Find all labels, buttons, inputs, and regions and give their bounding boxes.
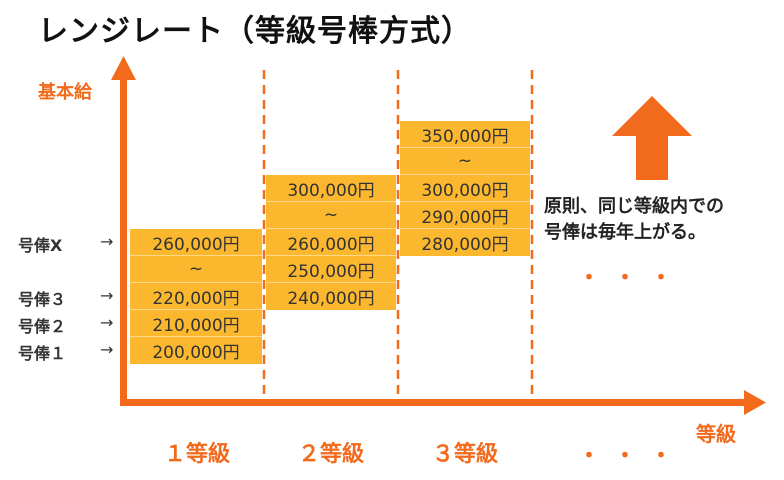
step-label-1: 号俸１ → (18, 340, 113, 364)
range-tilde: ~ (266, 202, 396, 229)
x-axis-label: 等級 (696, 422, 736, 446)
continuation-dots: ・・・ (578, 444, 687, 469)
grade-label-1: １等級 (163, 442, 230, 467)
salary-cell: 220,000円 (130, 283, 262, 310)
salary-cell: 260,000円 (130, 229, 262, 256)
grade-1-column: 260,000円 ~ 220,000円 210,000円 200,000円 (130, 229, 262, 364)
x-axis-arrowhead (744, 390, 766, 415)
step-label-text: 号俸１ (18, 344, 67, 363)
grade-2-column: 300,000円 ~ 260,000円 250,000円 240,000円 (266, 175, 396, 310)
right-arrow-icon: → (100, 286, 114, 305)
step-label-x: 号俸X → (18, 232, 113, 256)
salary-cell: 260,000円 (266, 229, 396, 256)
grade-label-2: ２等級 (297, 442, 364, 467)
up-arrow-icon (612, 96, 692, 180)
range-tilde: ~ (130, 256, 262, 283)
salary-cell: 290,000円 (400, 202, 530, 229)
salary-cell: 200,000円 (130, 337, 262, 364)
note-line: 号俸は毎年上がる。 (544, 222, 706, 243)
continuation-dots: ・・・ (578, 266, 687, 291)
salary-cell: 300,000円 (400, 175, 530, 202)
salary-cell: 240,000円 (266, 283, 396, 310)
step-label-text: 号俸３ (18, 290, 67, 309)
right-arrow-icon: → (100, 313, 114, 332)
salary-cell: 280,000円 (400, 229, 530, 256)
y-axis-line (120, 74, 127, 406)
grade-3-column: 350,000円 ~ 300,000円 290,000円 280,000円 (400, 121, 530, 256)
right-arrow-icon: → (100, 340, 114, 359)
salary-cell: 350,000円 (400, 121, 530, 148)
grade-label-3: ３等級 (431, 442, 498, 467)
range-tilde: ~ (400, 148, 530, 175)
x-axis-line (120, 399, 750, 406)
step-label-3: 号俸３ → (18, 286, 113, 310)
step-label-2: 号俸２ → (18, 313, 113, 337)
step-label-text: 号俸X (18, 236, 63, 255)
note-line: 原則、同じ等級内での (544, 196, 724, 217)
right-arrow-icon: → (100, 232, 114, 251)
step-label-text: 号俸２ (18, 317, 67, 336)
y-axis-label: 基本給 (38, 82, 92, 103)
diagram-title: レンジレート（等級号棒方式） (38, 14, 472, 49)
annotation-note: 原則、同じ等級内での 号俸は毎年上がる。 (544, 194, 724, 246)
salary-cell: 210,000円 (130, 310, 262, 337)
y-axis-arrowhead (111, 56, 136, 80)
salary-cell: 250,000円 (266, 256, 396, 283)
salary-cell: 300,000円 (266, 175, 396, 202)
